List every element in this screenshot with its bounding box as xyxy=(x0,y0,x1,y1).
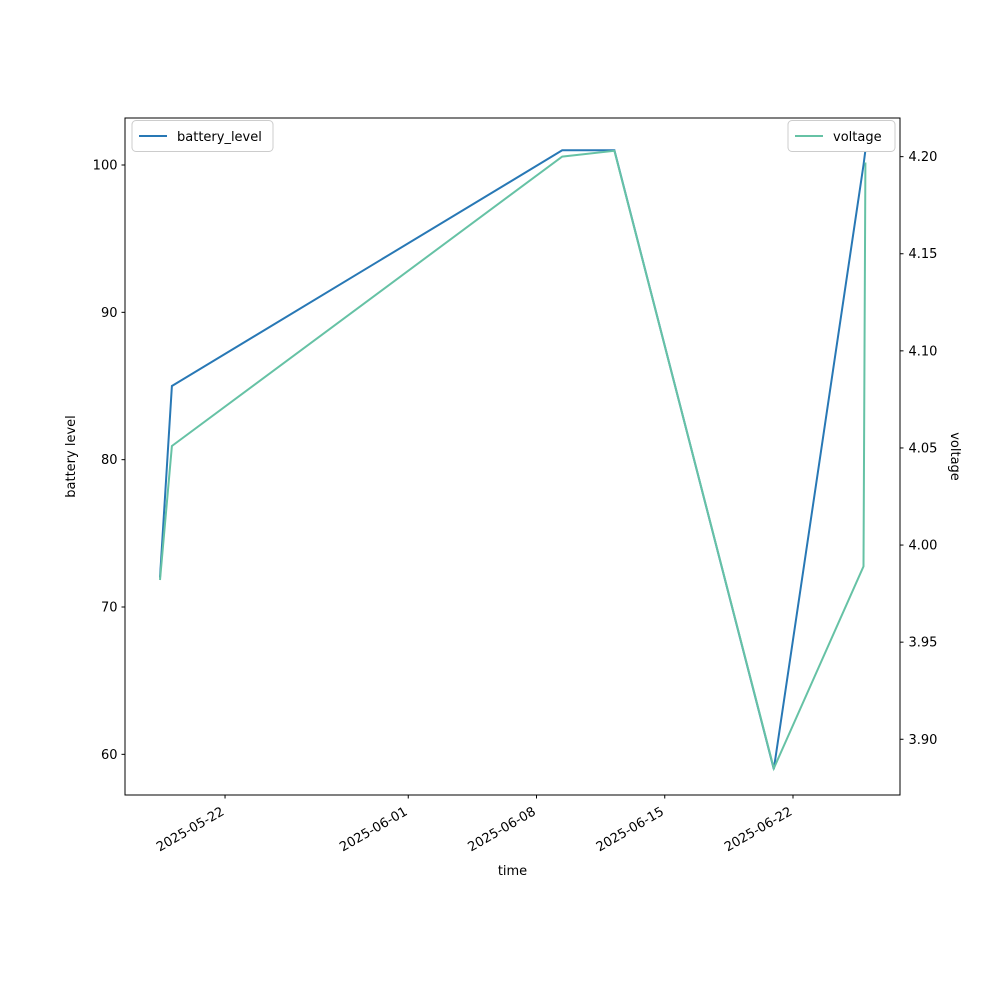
y-axis-right-tick-label: 4.10 xyxy=(909,344,938,359)
legend-voltage-box xyxy=(787,120,896,152)
y-axis-left-title: battery level xyxy=(64,415,79,498)
y-axis-right-tick-label: 3.90 xyxy=(909,733,938,748)
legend-battery-level-label: battery_level xyxy=(177,130,262,145)
y-axis-right-tick-label: 4.15 xyxy=(909,247,938,262)
y-axis-left-tick-label: 90 xyxy=(101,306,118,321)
y-axis-left-tick-label: 70 xyxy=(101,601,118,616)
y-axis-right-tick-label: 4.05 xyxy=(909,441,938,456)
legend-voltage-label: voltage xyxy=(833,130,882,145)
y-axis-left-tick-label: 80 xyxy=(101,453,118,468)
y-axis-right-tick-label: 4.00 xyxy=(909,539,938,554)
y-axis-left-tick-label: 100 xyxy=(93,158,118,173)
y-axis-right-title: voltage xyxy=(947,432,962,481)
plot-area xyxy=(124,117,901,796)
y-axis-left-tick-label: 60 xyxy=(101,748,118,763)
series-line-voltage xyxy=(159,149,867,772)
y-axis-right-tick-label: 3.95 xyxy=(909,636,938,651)
x-axis-title: time xyxy=(498,864,527,879)
y-axis-right-tick-label: 4.20 xyxy=(909,150,938,165)
legend-battery-level-box xyxy=(131,120,274,152)
